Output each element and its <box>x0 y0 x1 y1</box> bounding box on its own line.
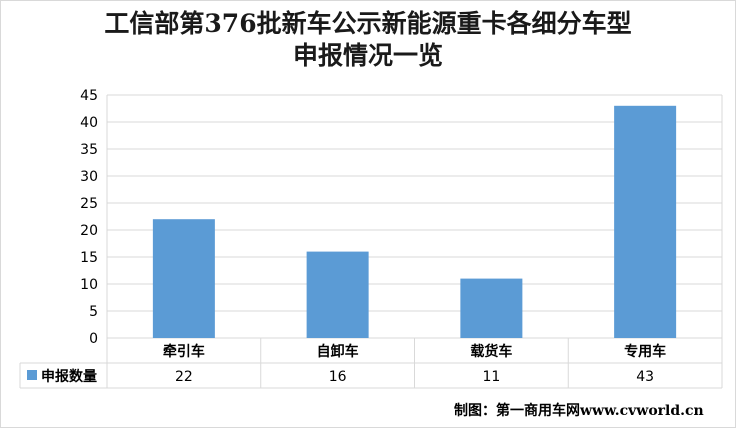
category-label: 载货车 <box>470 343 512 360</box>
category-label: 自卸车 <box>317 343 359 360</box>
category-label: 牵引车 <box>163 343 205 360</box>
data-table-value: 22 <box>175 369 193 385</box>
data-table-value: 43 <box>636 369 654 385</box>
y-tick-label: 5 <box>89 304 98 320</box>
data-table-value: 16 <box>329 369 347 385</box>
y-tick-label: 45 <box>80 88 98 104</box>
y-tick-label: 15 <box>80 250 98 266</box>
chart-credit: 制图：第一商用车网www.cvworld.cn <box>454 403 704 419</box>
legend-swatch <box>27 370 37 380</box>
y-tick-label: 35 <box>80 142 98 158</box>
y-tick-label: 0 <box>89 331 98 347</box>
bar-4 <box>614 105 677 338</box>
bar-2 <box>306 251 369 338</box>
y-tick-label: 30 <box>80 169 98 185</box>
data-table-value: 11 <box>482 369 500 385</box>
chart-title-line2: 申报情况一览 <box>292 41 443 70</box>
y-tick-label: 20 <box>80 223 98 239</box>
bar-1 <box>152 219 215 338</box>
category-label: 专用车 <box>624 343 666 360</box>
chart-title-line1: 工信部第376批新车公示新能源重卡各细分车型 <box>104 9 632 38</box>
bar-3 <box>460 278 523 338</box>
y-tick-label: 10 <box>80 277 98 293</box>
legend-series-name: 申报数量 <box>41 368 97 385</box>
y-tick-label: 25 <box>80 196 98 212</box>
y-tick-label: 40 <box>80 115 98 131</box>
